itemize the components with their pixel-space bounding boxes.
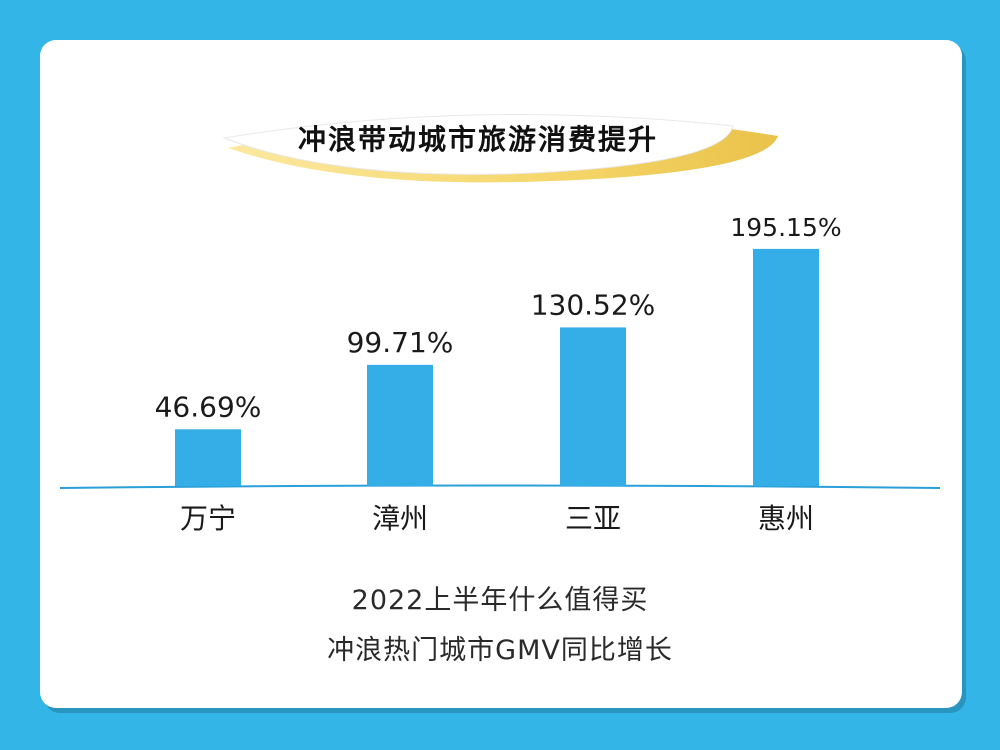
value-label-3: 130.52%	[531, 288, 656, 321]
chart-title: 冲浪带动城市旅游消费提升	[297, 123, 658, 156]
value-label-4: 195.15%	[730, 213, 841, 242]
title-banner-shape	[222, 113, 778, 183]
category-label-3: 三亚	[565, 502, 621, 535]
caption-line-1: 2022上半年什么值得买	[351, 585, 649, 616]
bar-4	[753, 248, 819, 486]
category-label-1: 万宁	[180, 502, 236, 535]
title-banner: 冲浪带动城市旅游消费提升	[218, 96, 790, 188]
x-axis-baseline	[59, 484, 941, 489]
caption-line-2: 冲浪热门城市GMV同比增长	[327, 635, 673, 666]
value-label-2: 99.71%	[347, 326, 454, 359]
bar-3	[560, 327, 626, 486]
category-label-2: 漳州	[372, 502, 428, 535]
bar-2	[367, 364, 433, 486]
category-label-4: 惠州	[758, 502, 814, 535]
value-label-1: 46.69%	[155, 390, 262, 423]
bar-1	[175, 429, 241, 486]
